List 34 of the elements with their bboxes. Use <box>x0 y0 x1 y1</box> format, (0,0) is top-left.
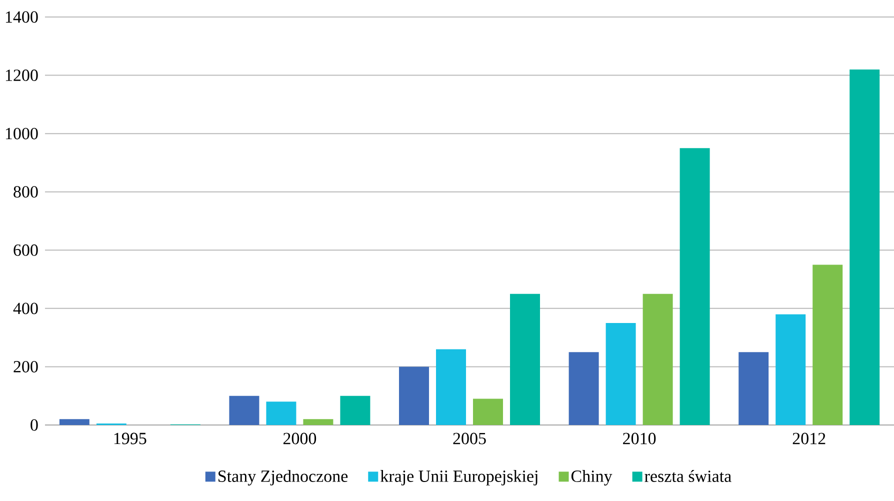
y-tick-label: 1200 <box>6 70 38 82</box>
y-tick-label: 200 <box>14 360 38 372</box>
bar <box>340 396 370 425</box>
bar <box>568 352 599 425</box>
bar <box>738 352 769 425</box>
bar <box>606 323 636 425</box>
bar <box>776 314 806 425</box>
y-tick-label: 1400 <box>6 11 38 23</box>
x-tick-label: 2010 <box>623 432 656 444</box>
x-tick-label: 1995 <box>114 432 146 444</box>
x-tick-label: 2000 <box>283 432 316 444</box>
bar <box>812 264 843 425</box>
bar <box>510 294 540 425</box>
legend-label: reszta świata <box>644 470 732 482</box>
bar <box>399 366 430 425</box>
bar <box>303 419 334 425</box>
y-tick-label: 0 <box>30 419 38 431</box>
legend-label: kraje Unii Europejskiej <box>380 470 538 486</box>
legend-label: Stany Zjednoczone <box>218 470 348 486</box>
y-tick-label: 1000 <box>6 128 38 140</box>
bar <box>850 69 880 425</box>
x-tick-label: 2005 <box>453 432 486 444</box>
bar <box>642 294 673 425</box>
y-tick-label: 800 <box>14 186 38 198</box>
y-tick-label: 400 <box>13 302 38 314</box>
bar <box>59 419 90 425</box>
bar <box>680 148 710 425</box>
bar <box>266 402 296 425</box>
bar <box>473 398 504 425</box>
x-tick-label: 2012 <box>792 432 826 444</box>
legend-label: Chiny <box>571 470 612 486</box>
bar <box>436 349 466 425</box>
y-tick-label: 600 <box>14 244 38 256</box>
bar <box>229 396 260 425</box>
